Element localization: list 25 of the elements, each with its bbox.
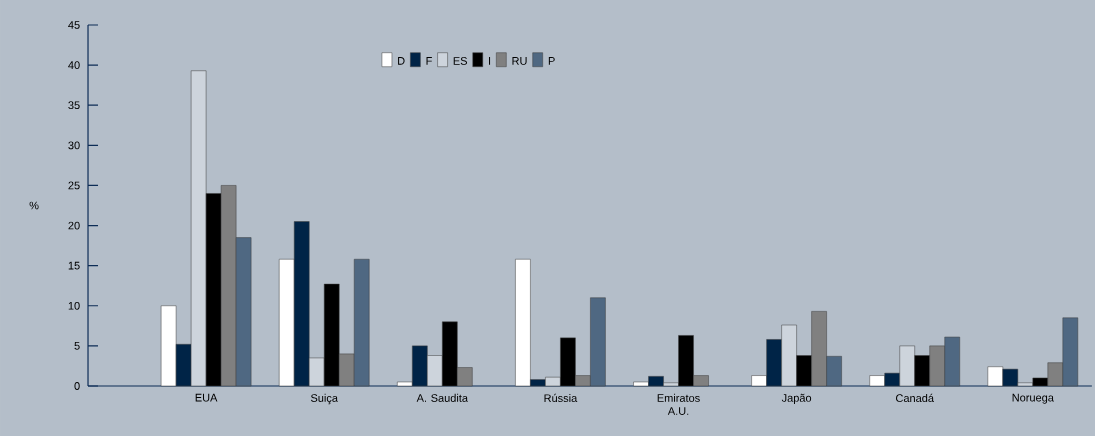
legend-label: F [426, 57, 432, 65]
y-tick-label: 25 [68, 181, 80, 190]
y-tick-label: 45 [68, 21, 80, 29]
y-tick-label: 15 [68, 261, 80, 270]
x-tick-label: A. Saudita [416, 393, 468, 402]
x-tick-label: Noruega [1012, 393, 1054, 404]
x-tick-label: Suiça [310, 393, 338, 405]
legend-label: D [398, 57, 405, 65]
y-tick-label: 20 [68, 221, 80, 230]
y-tick-label: 40 [68, 61, 80, 69]
y-tick-label: 35 [68, 101, 80, 110]
legend-label: ES [453, 57, 467, 65]
x-tick-label: Emiratos A.U. [657, 393, 700, 415]
x-tick-label: Japão [781, 393, 812, 405]
x-tick-label: Canadá [896, 393, 934, 403]
x-tick-label: EUA [195, 393, 218, 402]
x-tick-label: Rússia [544, 393, 578, 403]
y-tick-label: 30 [68, 141, 80, 150]
y-tick-label: 0 [74, 382, 80, 390]
legend-label: RU [512, 57, 527, 65]
y-tick-label: 5 [74, 342, 80, 350]
legend-label: P [548, 57, 555, 65]
legend-label: I [489, 57, 491, 65]
y-tick-label: 10 [68, 301, 80, 310]
y-axis-title: % [29, 201, 39, 210]
